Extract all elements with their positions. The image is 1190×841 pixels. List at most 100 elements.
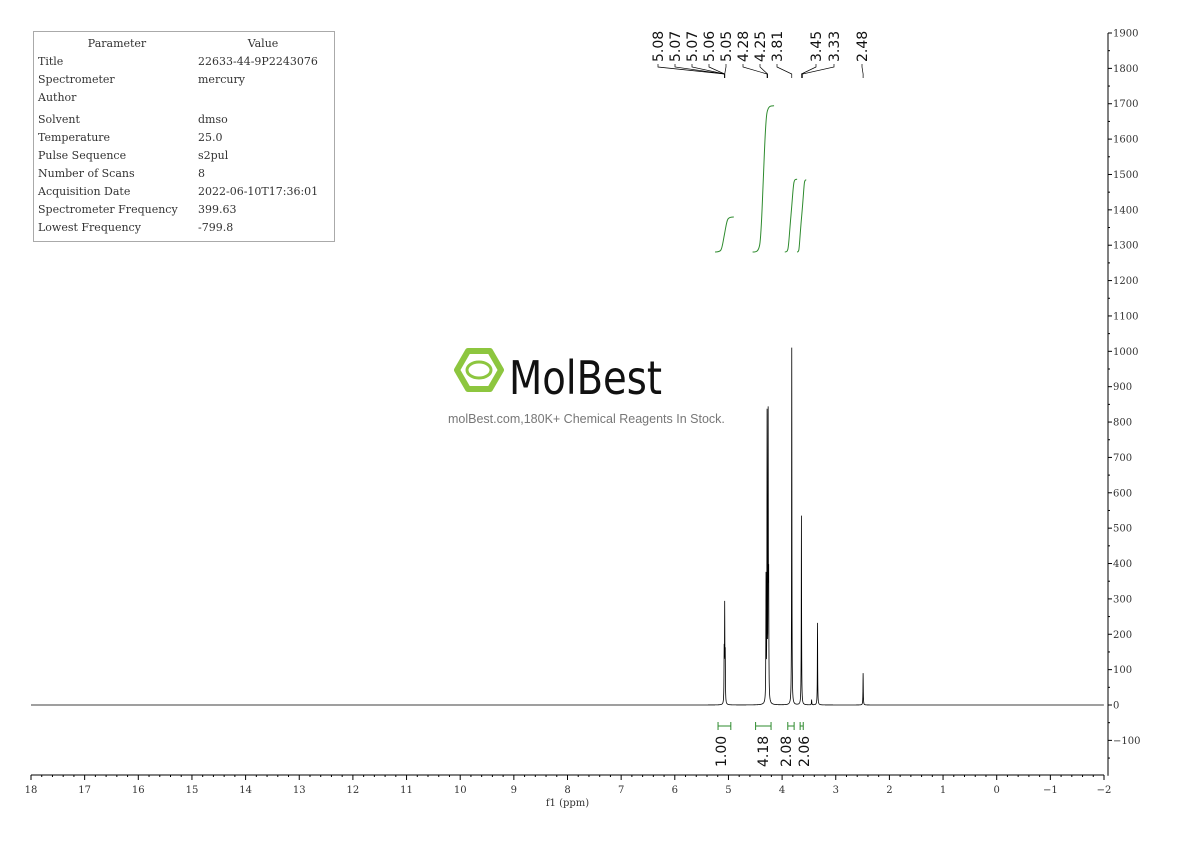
integral-bracket: [717, 722, 732, 730]
y-tick-label: 1900: [1113, 29, 1138, 40]
parameter-value: 25.0: [198, 131, 223, 144]
integral-value: 2.08: [779, 736, 795, 767]
parameter-name: Title: [38, 55, 64, 68]
parameter-name: Solvent: [38, 113, 80, 126]
y-tick-label: 1300: [1113, 241, 1138, 252]
y-tick-label: 0: [1113, 701, 1119, 712]
integral-curve: [797, 179, 807, 253]
parameter-row: Number of Scans 8: [34, 165, 334, 183]
peak-label: 5.06: [702, 31, 718, 62]
x-tick-label: 8: [564, 785, 570, 796]
y-tick-label: 900: [1113, 382, 1132, 393]
peak-label-connector: [759, 64, 768, 78]
peak-label-connector: [802, 64, 835, 78]
y-tick-label: 300: [1113, 594, 1132, 605]
x-tick-label: 14: [239, 785, 252, 796]
parameter-row: Acquisition Date 2022-06-10T17:36:01: [34, 183, 334, 201]
x-tick-label: 18: [25, 785, 38, 796]
y-tick-label: 800: [1113, 418, 1132, 429]
y-tick-label: 600: [1113, 488, 1132, 499]
y-tick-label: 200: [1113, 630, 1132, 641]
parameter-row: Pulse Sequence s2pul: [34, 147, 334, 165]
peak-label: 5.08: [651, 31, 667, 62]
y-tick-label: 500: [1113, 524, 1132, 535]
integral-value: 1.00: [714, 736, 730, 767]
parameter-table-header: Parameter Value: [34, 35, 334, 53]
x-tick-label: 0: [994, 785, 1000, 796]
y-tick-label: 700: [1113, 453, 1132, 464]
x-tick-label: 15: [186, 785, 199, 796]
peak-label-connector: [861, 64, 864, 78]
integral-bracket: [787, 722, 795, 730]
parameter-name: Pulse Sequence: [38, 149, 127, 162]
x-tick-label: 7: [618, 785, 624, 796]
x-tick-label: 13: [293, 785, 306, 796]
peak-label: 3.45: [809, 31, 825, 62]
parameter-name: Lowest Frequency: [38, 221, 141, 234]
x-tick-label: 17: [78, 785, 91, 796]
parameter-row: Lowest Frequency -799.8: [34, 219, 334, 237]
parameter-name: Author: [38, 91, 77, 104]
y-tick-label: 400: [1113, 559, 1132, 570]
integral-bracket: [755, 722, 772, 730]
x-tick-label: 10: [454, 785, 467, 796]
y-tick-label: 1600: [1113, 135, 1138, 146]
parameter-value: 2022-06-10T17:36:01: [198, 185, 319, 198]
parameter-row: Spectrometer mercury: [34, 71, 334, 89]
y-tick-label: 1800: [1113, 64, 1138, 75]
parameter-row: Spectrometer Frequency 399.63: [34, 201, 334, 219]
y-tick-label: 1400: [1113, 205, 1138, 216]
parameter-row: Temperature 25.0: [34, 129, 334, 147]
peak-label: 5.07: [685, 31, 701, 62]
integral-curve: [784, 178, 798, 253]
integral-bracket: [799, 722, 804, 730]
integral-value: 4.18: [756, 736, 772, 767]
y-tick-label: 1000: [1113, 347, 1138, 358]
logo-text: MolBest: [509, 351, 662, 405]
peak-label-connector: [657, 64, 726, 78]
logo-ring-icon: [465, 360, 493, 380]
header-parameter: Parameter: [87, 37, 147, 50]
x-tick-label: 3: [833, 785, 839, 796]
peak-label-connector: [776, 64, 793, 78]
parameter-value: s2pul: [198, 149, 229, 162]
parameter-value: -799.8: [198, 221, 234, 234]
x-tick-label: 12: [347, 785, 360, 796]
parameter-row: Title 22633-44-9P2243076: [34, 53, 334, 71]
x-tick-label: −2: [1097, 785, 1112, 796]
y-tick-label: 1700: [1113, 99, 1138, 110]
x-tick-label: 16: [132, 785, 145, 796]
x-tick-label: 1: [940, 785, 946, 796]
peak-label: 3.81: [770, 31, 786, 62]
x-tick-label: 9: [511, 785, 517, 796]
parameter-name: Temperature: [38, 131, 111, 144]
peak-label-connector: [724, 64, 727, 78]
x-tick-label: 5: [725, 785, 731, 796]
peak-label: 3.33: [827, 31, 843, 62]
parameter-rows: Title 22633-44-9P2243076 Spectrometer mercu…: [34, 53, 334, 237]
parameter-value: dmso: [198, 113, 228, 126]
parameter-value: mercury: [198, 73, 245, 86]
peak-label-connector: [742, 64, 768, 78]
parameter-table: Parameter Value Title 22633-44-9P2243076 S…: [33, 31, 335, 242]
x-tick-label: −1: [1043, 785, 1058, 796]
y-tick-label: 1500: [1113, 170, 1138, 181]
parameter-name: Acquisition Date: [38, 185, 131, 198]
parameter-name: Spectrometer: [38, 73, 115, 86]
integral-curve: [752, 105, 775, 253]
parameter-name: Spectrometer Frequency: [38, 203, 178, 216]
integral-value: 2.06: [797, 736, 813, 767]
y-tick-label: −100: [1113, 736, 1140, 747]
peak-label: 2.48: [855, 31, 871, 62]
watermark-tagline: molBest.com,180K+ Chemical Reagents In S…: [448, 412, 725, 426]
spectrum-line: [31, 347, 1104, 706]
peak-label-connector: [801, 64, 817, 78]
parameter-row: Author: [34, 89, 334, 107]
parameter-row: Solvent dmso: [34, 111, 334, 129]
peak-label: 4.25: [753, 31, 769, 62]
x-axis-title: f1 (ppm): [546, 798, 589, 809]
peak-label: 5.07: [668, 31, 684, 62]
logo-hexagon-icon: [454, 348, 504, 392]
x-tick-label: 11: [400, 785, 413, 796]
x-tick-label: 4: [779, 785, 785, 796]
